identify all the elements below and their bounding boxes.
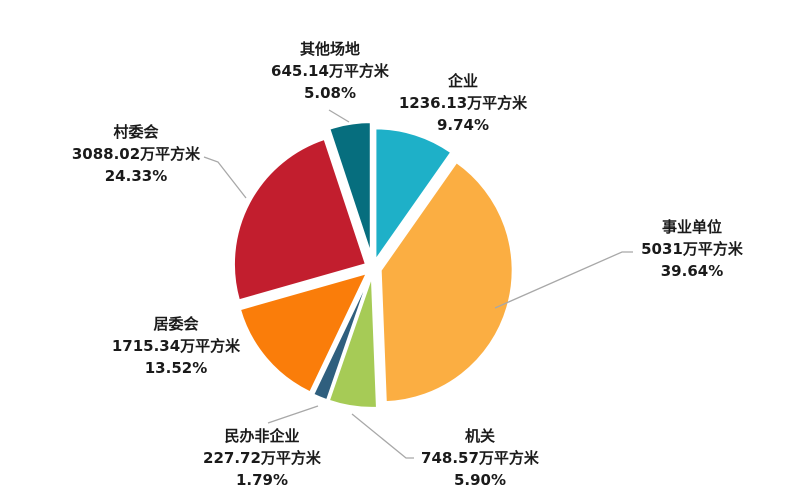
pie-slice-government-agency <box>327 274 378 409</box>
slice-value: 645.14万平方米 <box>271 62 389 80</box>
pie-slice-enterprise <box>374 127 453 262</box>
leader-line-village-committee <box>203 156 247 199</box>
slice-percent: 5.08% <box>303 84 357 102</box>
leader-line-other-venues <box>328 109 350 123</box>
slice-percent: 1.79% <box>235 471 289 489</box>
pie-slice-private-non-enterprise <box>312 274 371 402</box>
pie-slice-other-venues <box>328 121 372 256</box>
slice-percent: 5.90% <box>453 471 507 489</box>
leader-line-government-agency <box>351 413 414 459</box>
slice-label-other-venues: 其他场地 645.14万平方米 5.08% <box>230 38 430 104</box>
slice-value: 1715.34万平方米 <box>111 337 241 355</box>
slice-name: 居委会 <box>153 315 199 333</box>
slice-value: 227.72万平方米 <box>203 449 321 467</box>
slice-value: 3088.02万平方米 <box>71 145 201 163</box>
slice-value: 748.57万平方米 <box>421 449 539 467</box>
leader-line-private-non-enterprise <box>267 405 319 424</box>
slice-name: 事业单位 <box>661 218 722 236</box>
slice-label-residents-committee: 居委会 1715.34万平方米 13.52% <box>76 313 276 379</box>
slice-value: 5031万平方米 <box>641 240 743 258</box>
slice-name: 企业 <box>447 72 478 90</box>
slice-label-private-non-enterprise: 民办非企业 227.72万平方米 1.79% <box>162 425 362 491</box>
slice-value: 1236.13万平方米 <box>398 94 528 112</box>
pie-slice-residents-committee <box>238 272 368 394</box>
slice-name: 其他场地 <box>299 40 360 58</box>
slice-label-village-committee: 村委会 3088.02万平方米 24.33% <box>36 121 236 187</box>
leader-line-public-institution <box>494 251 633 309</box>
slice-name: 民办非企业 <box>224 427 300 445</box>
slice-label-enterprise: 企业 1236.13万平方米 9.74% <box>363 70 563 136</box>
slice-percent: 13.52% <box>144 359 208 377</box>
slice-percent: 39.64% <box>660 262 724 280</box>
slice-name: 村委会 <box>113 123 159 141</box>
slice-label-government-agency: 机关 748.57万平方米 5.90% <box>380 425 580 491</box>
slice-name: 机关 <box>464 427 495 445</box>
pie-slice-public-institution <box>379 161 514 404</box>
pie-slice-village-committee <box>232 137 367 302</box>
slice-label-public-institution: 事业单位 5031万平方米 39.64% <box>592 216 792 282</box>
slice-percent: 9.74% <box>436 116 490 134</box>
slice-percent: 24.33% <box>104 167 168 185</box>
